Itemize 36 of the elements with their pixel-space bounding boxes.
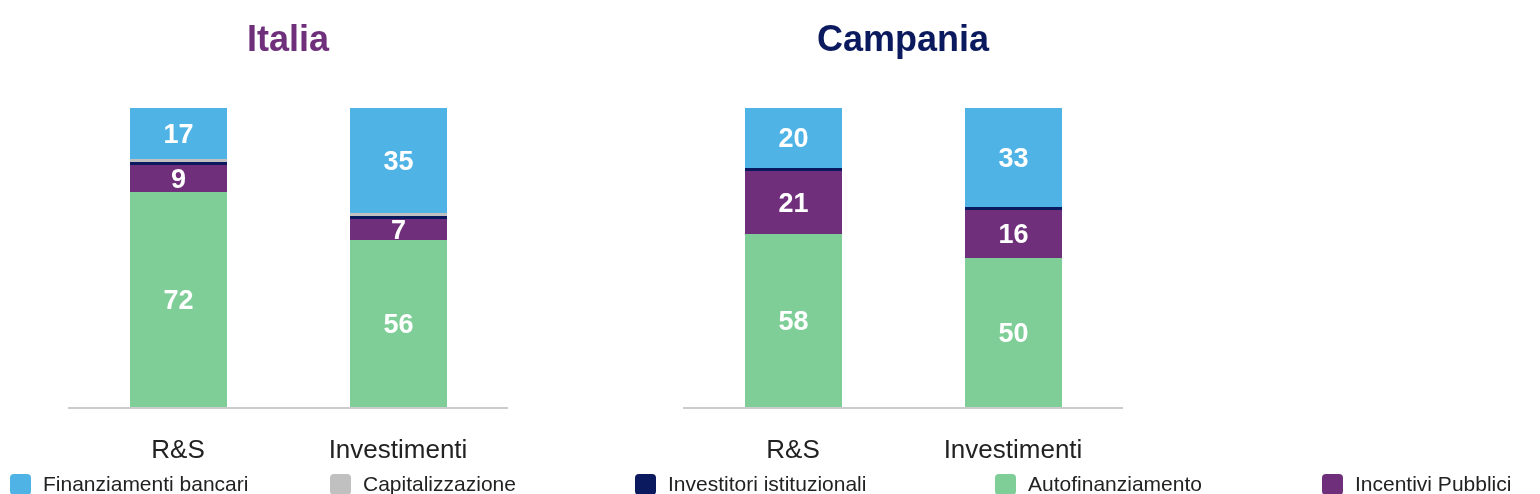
data-label: 33: [998, 142, 1029, 173]
x-tick-label: R&S: [766, 434, 820, 465]
data-label: 9: [170, 163, 187, 194]
legend-label: Incentivi Pubblici: [1354, 472, 1512, 494]
data-label: 58: [778, 306, 809, 336]
bar: [745, 108, 842, 168]
x-tick-label: R&S: [151, 434, 205, 465]
x-tick-label: Investimenti: [943, 434, 1083, 465]
data-label: 35: [383, 145, 414, 176]
bar: [745, 234, 842, 408]
data-label: 17: [163, 118, 194, 149]
bar: [350, 219, 447, 240]
chart-title: Campania: [815, 17, 991, 61]
bar: [745, 171, 842, 234]
data-label: 72: [163, 285, 194, 315]
legend-label: Finanziamenti bancari: [42, 472, 249, 494]
data-label: 7: [390, 214, 407, 245]
x-tick-label: Investimenti: [328, 434, 468, 465]
legend-label: Investitori istituzionali: [667, 472, 867, 494]
bar: [965, 108, 1062, 207]
data-label: 20: [778, 123, 809, 153]
chart-title: Italia: [245, 17, 331, 61]
bar: [130, 192, 227, 408]
bar: [130, 165, 227, 192]
bar: [965, 207, 1062, 210]
data-label: 50: [998, 318, 1029, 348]
bar: [130, 108, 227, 159]
legend-label: Autofinanziamento: [1027, 472, 1202, 494]
bar: [965, 258, 1062, 408]
data-label: 56: [383, 309, 414, 339]
bar: [350, 240, 447, 408]
data-label: 21: [778, 187, 809, 218]
bar: [965, 210, 1062, 258]
data-label: 16: [998, 219, 1029, 249]
bar: [745, 168, 842, 171]
bar: [350, 108, 447, 213]
